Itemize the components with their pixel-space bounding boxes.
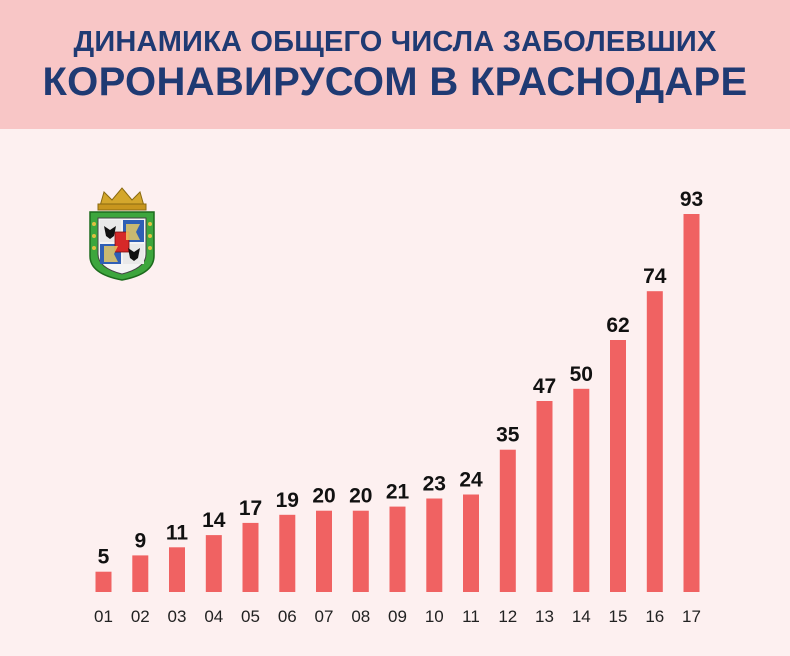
data-label-05: 17 [239,497,262,520]
x-tick-label-10: 10 [425,607,444,626]
x-tick-label-15: 15 [609,607,628,626]
data-label-15: 62 [606,314,629,337]
bar-06 [279,514,296,592]
data-label-06: 19 [276,489,299,512]
data-label-10: 23 [423,473,446,496]
data-label-04: 14 [202,509,226,532]
x-tick-label-09: 09 [388,607,407,626]
bar-04 [205,535,222,592]
bar-12 [499,449,516,592]
bar-13 [536,401,553,592]
bar-05 [242,522,259,592]
title-line-2: КОРОНАВИРУСОМ В КРАСНОДАРЕ [42,59,748,104]
x-tick-label-01: 01 [94,607,113,626]
x-tick-label-06: 06 [278,607,297,626]
x-tick-label-05: 05 [241,607,260,626]
x-tick-label-17: 17 [682,607,701,626]
data-label-16: 74 [643,265,667,288]
data-label-07: 20 [312,485,335,508]
title-line-1: ДИНАМИКА ОБЩЕГО ЧИСЛА ЗАБОЛЕВШИХ [73,25,717,58]
bar-02 [132,555,149,592]
x-tick-label-14: 14 [572,607,591,626]
data-label-12: 35 [496,424,520,447]
bar-09 [389,506,406,592]
data-label-14: 50 [570,363,593,386]
x-tick-label-02: 02 [131,607,150,626]
title-banner: ДИНАМИКА ОБЩЕГО ЧИСЛА ЗАБОЛЕВШИХ КОРОНАВ… [0,0,790,129]
data-label-03: 11 [166,521,189,544]
data-label-17: 93 [680,188,703,211]
data-label-09: 21 [386,481,410,504]
bar-15 [610,340,626,592]
x-tick-label-16: 16 [645,607,664,626]
x-tick-label-07: 07 [315,607,334,626]
bar-chart: 5 01 9 02 11 03 14 04 17 05 19 06 20 07 20 08 21 09 23 10 24… [94,188,703,626]
krasnodar-coat-of-arms-icon [89,187,155,281]
bar-01 [95,571,112,592]
x-tick-label-12: 12 [498,607,517,626]
bar-11 [463,494,479,592]
data-label-02: 9 [134,529,146,552]
data-label-13: 47 [533,375,556,398]
x-tick-label-13: 13 [535,607,554,626]
bar-16 [646,291,663,592]
data-label-11: 24 [459,469,483,492]
x-tick-label-08: 08 [351,607,370,626]
bar-03 [169,547,185,592]
bar-10 [426,498,443,592]
bar-08 [352,510,369,592]
x-tick-label-03: 03 [168,607,187,626]
bar-07 [316,510,332,592]
bar-17 [683,214,700,592]
data-label-01: 5 [98,546,110,569]
data-label-08: 20 [349,485,372,508]
x-tick-label-04: 04 [204,607,223,626]
bar-14 [573,388,590,592]
x-tick-label-11: 11 [462,607,480,626]
